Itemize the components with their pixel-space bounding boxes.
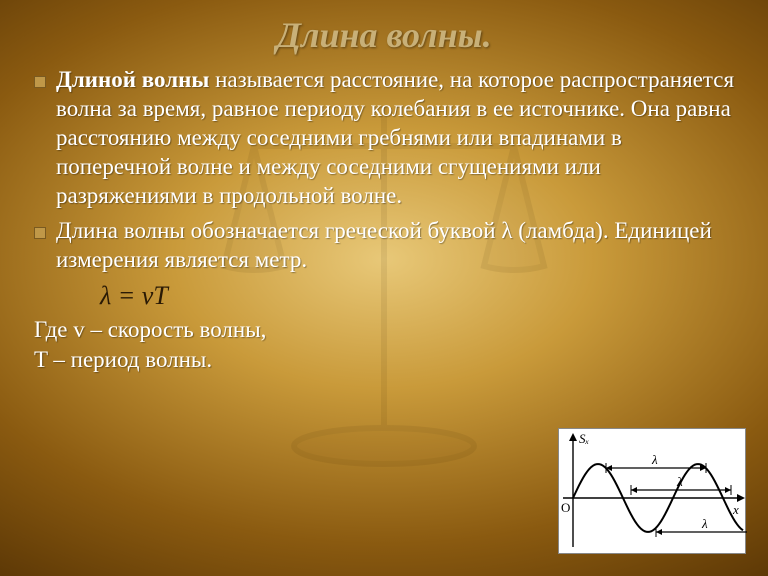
- svg-text:λ: λ: [701, 516, 708, 531]
- svg-text:Sₓ: Sₓ: [579, 431, 590, 446]
- bullet-bold-lead: Длиной волны: [56, 67, 209, 92]
- formula: λ = vT: [100, 281, 740, 311]
- list-item: Длина волны обозначается греческой букво…: [56, 217, 740, 275]
- wave-diagram: Sₓ x Oλ λ λ: [558, 428, 746, 554]
- bullet-text: Длина волны обозначается греческой букво…: [56, 218, 712, 272]
- line-v: Где v – скорость волны,: [28, 315, 740, 345]
- svg-text:λ: λ: [676, 474, 683, 489]
- line-T: T – период волны.: [28, 345, 740, 375]
- bullet-list: Длиной волны называется расстояние, на к…: [28, 66, 740, 275]
- svg-text:x: x: [732, 502, 739, 517]
- svg-text:λ: λ: [651, 452, 658, 467]
- list-item: Длиной волны называется расстояние, на к…: [56, 66, 740, 211]
- svg-text:O: O: [561, 500, 570, 515]
- slide: Длина волны. Длиной волны называется рас…: [0, 0, 768, 576]
- slide-title: Длина волны.: [28, 14, 740, 56]
